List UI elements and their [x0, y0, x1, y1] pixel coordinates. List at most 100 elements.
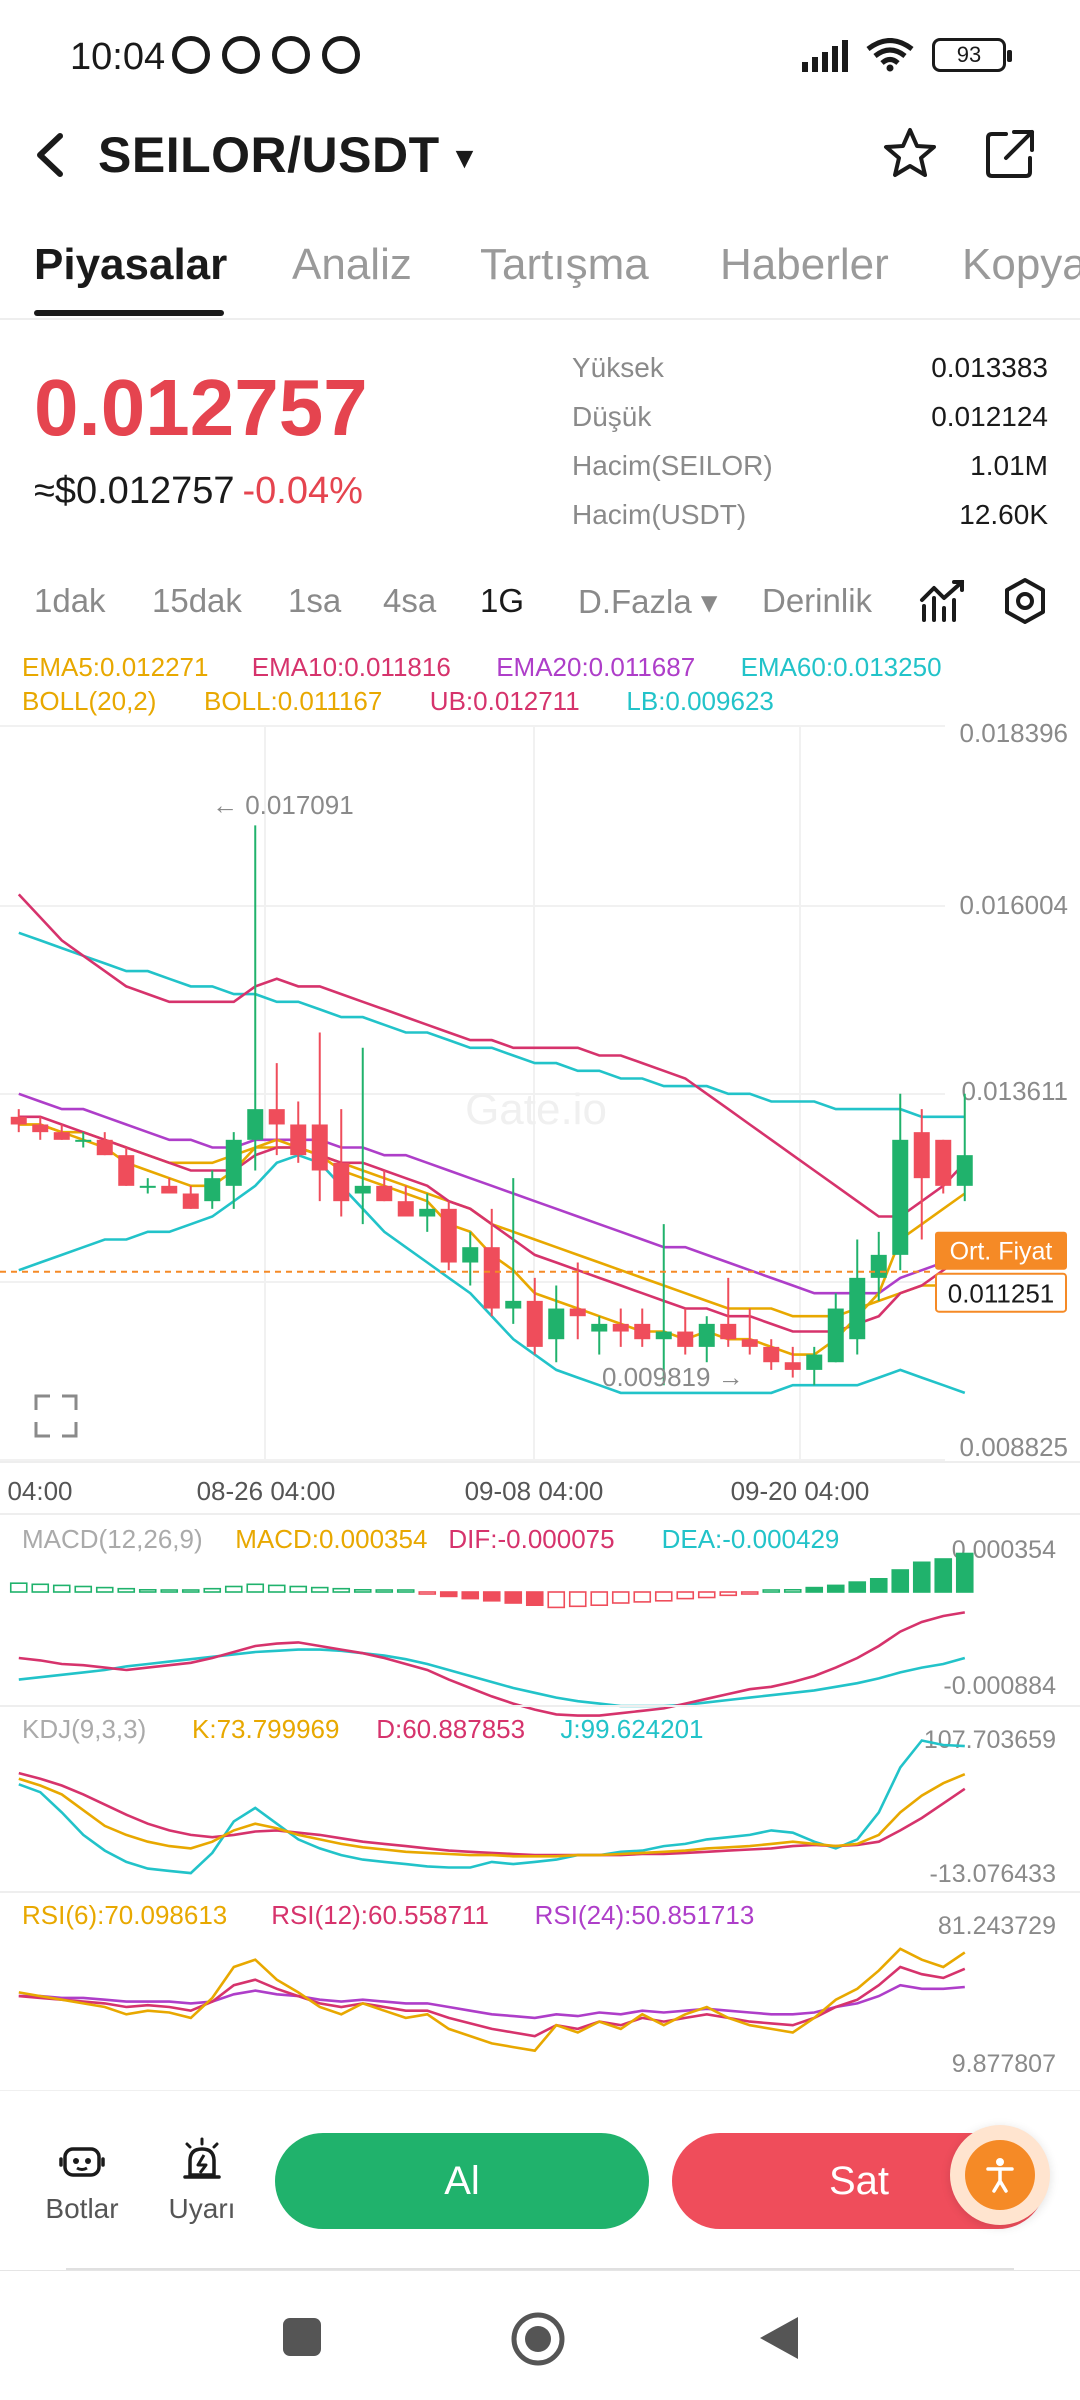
low-annotation: 0.009819 →: [602, 1362, 744, 1392]
x-tick-label: 08-26 04:00: [197, 1476, 336, 1506]
candle-body: [526, 1300, 543, 1347]
boll-legend: BOLL:0.011167: [204, 686, 382, 716]
stat-row: Hacim(SEILOR) 1.01M: [572, 450, 1048, 499]
macd-bar: [504, 1591, 523, 1604]
tab-tartisma[interactable]: Tartışma: [480, 240, 649, 289]
macd-bar: [224, 1585, 243, 1593]
tab-haberler[interactable]: Haberler: [720, 240, 889, 289]
ema-legend: EMA60:0.013250: [741, 652, 942, 682]
macd-bar: [138, 1588, 157, 1593]
macd-bar: [74, 1585, 93, 1593]
macd-bar: [396, 1589, 415, 1593]
bots-button[interactable]: Botlar: [32, 2135, 132, 2225]
home-circle-icon[interactable]: [510, 2311, 566, 2367]
signal-icon: [802, 38, 848, 72]
tf-depth[interactable]: Derinlik: [762, 582, 873, 619]
kdj-d-line: [18, 1771, 966, 1857]
accessibility-float-button[interactable]: [950, 2125, 1050, 2225]
whatsapp-icon: [222, 36, 260, 74]
candle-body: [247, 1109, 264, 1140]
alerts-label: Uyarı: [168, 2193, 236, 2224]
kline-chart-svg: EMA5:0.012271 EMA10:0.011816 EMA20:0.01168…: [0, 652, 1080, 2078]
rsi-tick: 81.243729: [938, 1912, 1056, 1940]
ema20-line: [18, 1092, 966, 1295]
candle-body: [139, 1185, 156, 1188]
kdj-legend: J:99.624201: [560, 1714, 703, 1744]
tf-1sa[interactable]: 1sa: [288, 582, 342, 619]
macd-bar: [697, 1591, 716, 1599]
candle-body: [935, 1139, 952, 1186]
stat-value: 0.012124: [931, 401, 1048, 432]
macd-legend: MACD(12,26,9): [22, 1524, 203, 1554]
tab-analiz[interactable]: Analiz: [292, 240, 412, 289]
usd-price-row: ≈$0.012757 -0.04%: [34, 470, 363, 513]
kdj-legend: D:60.887853: [376, 1714, 525, 1744]
y-tick-label: 0.016004: [960, 890, 1068, 920]
candle-body: [290, 1124, 307, 1156]
recents-square-icon[interactable]: [280, 2315, 324, 2359]
tab-piyasalar[interactable]: Piyasalar: [34, 240, 228, 289]
nav-divider: [66, 2268, 1014, 2270]
candle-body: [32, 1124, 49, 1133]
tab-kopya[interactable]: Kopya: [962, 240, 1080, 289]
ticker-stats: Yüksek 0.013383 Düşük 0.012124 Hacim(SEILO…: [572, 352, 1048, 548]
share-icon[interactable]: [980, 124, 1040, 184]
candle-body: [569, 1308, 586, 1317]
ema-legend: EMA10:0.011816: [252, 652, 451, 682]
buy-button[interactable]: Al: [275, 2133, 649, 2229]
tf-4sa[interactable]: 4sa: [383, 582, 437, 619]
boll-legend: UB:0.012711: [430, 686, 580, 716]
boll-upper-line: [17, 893, 966, 1218]
candle-body: [913, 1132, 930, 1179]
macd-bar: [762, 1589, 781, 1593]
macd-bar: [310, 1586, 329, 1593]
candle-body: [53, 1132, 70, 1140]
candle-body: [182, 1193, 199, 1209]
sync-icon: [272, 36, 310, 74]
pair-title: SEILOR/USDT: [98, 127, 440, 183]
macd-bar: [719, 1591, 738, 1597]
candle-body: [806, 1354, 823, 1370]
indicator-icon[interactable]: [918, 576, 968, 626]
settings-icon[interactable]: [1000, 576, 1050, 626]
macd-bar: [31, 1583, 50, 1593]
candle-body: [397, 1201, 414, 1217]
candle-body: [462, 1247, 479, 1263]
candle-body: [75, 1139, 92, 1142]
kdj-j-line: [18, 1739, 965, 1875]
kline-chart[interactable]: EMA5:0.012271 EMA10:0.011816 EMA20:0.01168…: [0, 648, 1080, 2080]
back-triangle-icon[interactable]: [756, 2313, 802, 2363]
status-time: 10:04: [70, 36, 166, 78]
pair-selector[interactable]: SEILOR/USDT ▼: [98, 126, 480, 184]
candle-body: [354, 1185, 371, 1194]
tf-1dak[interactable]: 1dak: [34, 582, 106, 619]
kdj-legend: KDJ(9,3,3): [22, 1714, 146, 1744]
main-tabs: Piyasalar Analiz Tartışma Haberler Kopya: [0, 230, 1080, 320]
rsi-legend: RSI(6):70.098613: [22, 1900, 227, 1930]
macd-bar: [611, 1591, 630, 1604]
macd-bar: [934, 1558, 953, 1593]
alerts-button[interactable]: Uyarı: [152, 2135, 252, 2225]
tf-1g[interactable]: 1G: [480, 582, 525, 619]
macd-dea-line: [18, 1648, 966, 1708]
macd-bar: [9, 1582, 28, 1593]
candle-body: [741, 1339, 758, 1347]
status-bar: 10:04 93: [0, 0, 1080, 110]
header: SEILOR/USDT ▼: [0, 110, 1080, 200]
macd-bar: [547, 1591, 566, 1609]
macd-bar: [848, 1581, 867, 1593]
y-tick-label: 0.008825: [960, 1432, 1068, 1462]
price-change: -0.04%: [242, 470, 363, 512]
favorite-star-icon[interactable]: [880, 124, 940, 184]
macd-bar: [375, 1589, 394, 1593]
tf-more-dropdown[interactable]: D.Fazla ▾: [578, 583, 718, 620]
macd-bar: [740, 1591, 759, 1595]
macd-legend: DEA:-0.000429: [662, 1524, 840, 1554]
back-button[interactable]: [30, 128, 70, 195]
macd-bar: [955, 1552, 974, 1593]
battery-level: 93: [956, 42, 982, 67]
stat-label: Hacim(SEILOR): [572, 450, 773, 481]
tf-15dak[interactable]: 15dak: [152, 582, 242, 619]
stat-row: Düşük 0.012124: [572, 401, 1048, 450]
candle-body: [698, 1323, 715, 1347]
